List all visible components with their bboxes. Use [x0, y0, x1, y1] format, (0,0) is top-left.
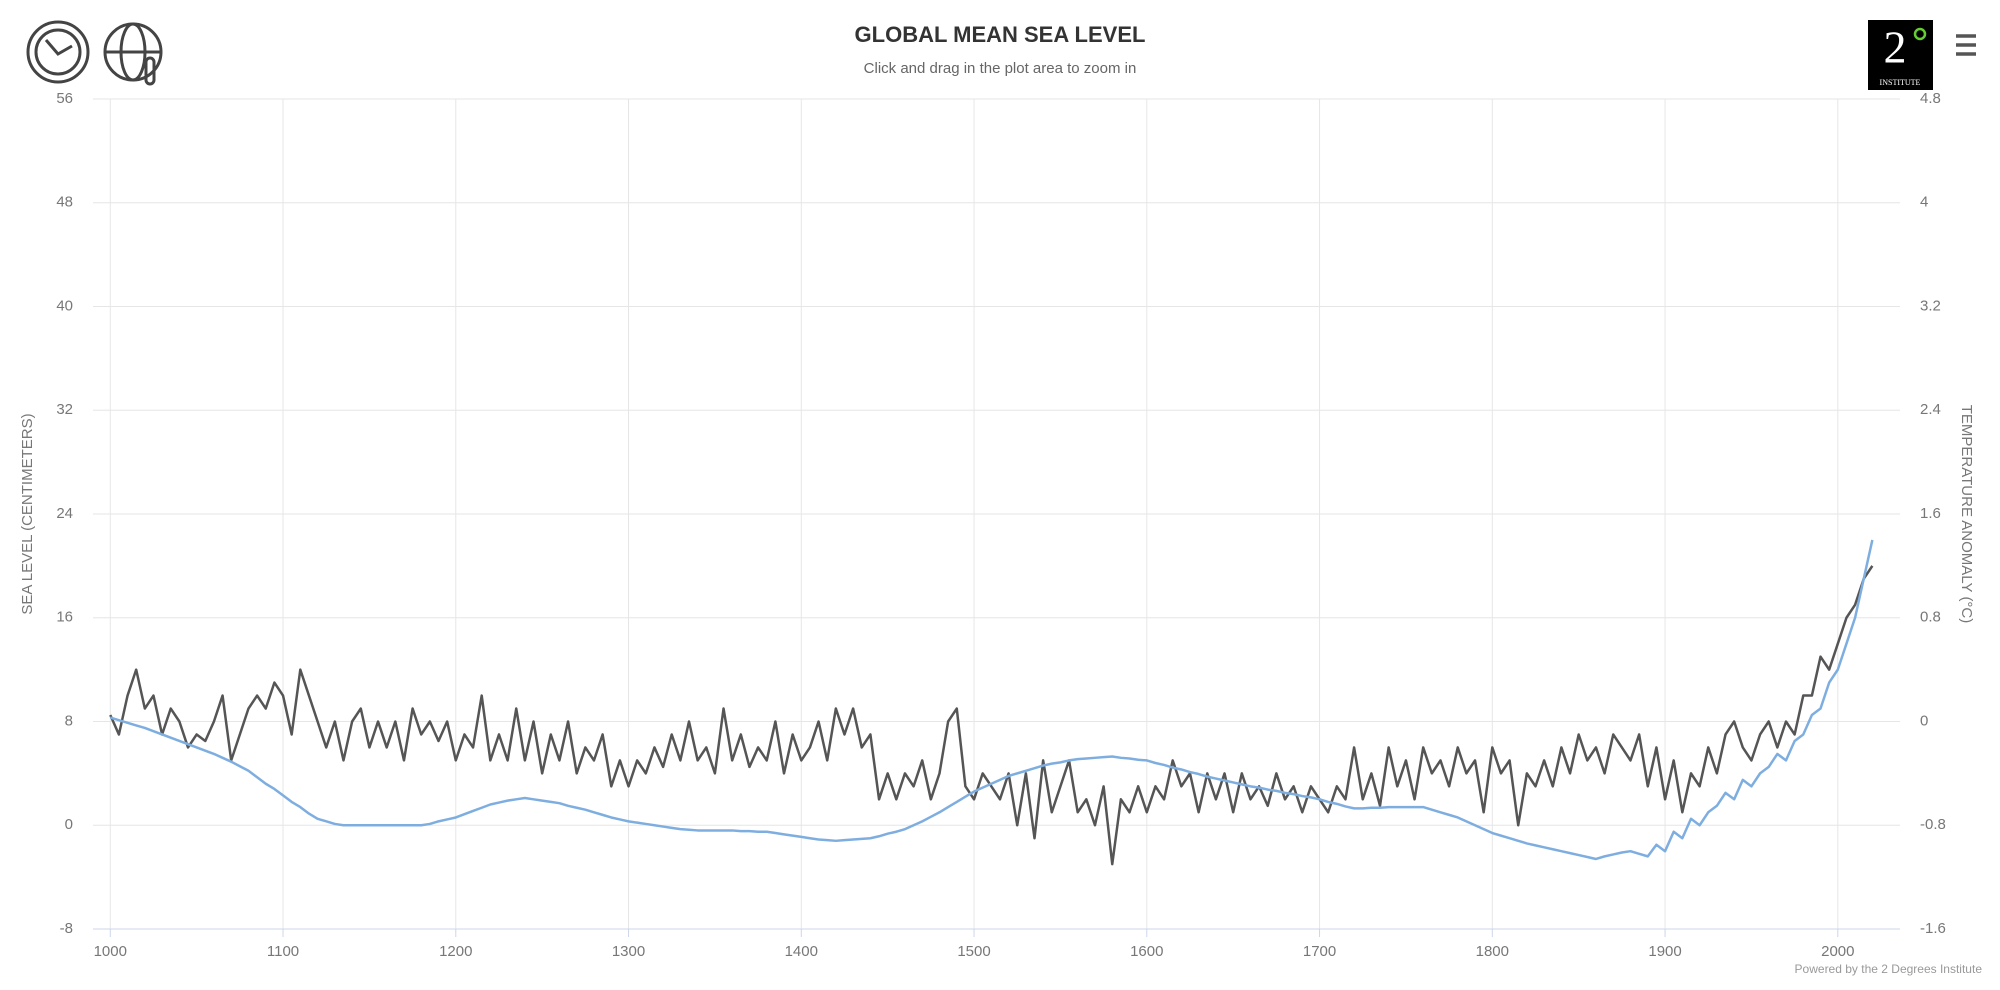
y2-tick-label: 4.8 [1920, 90, 1941, 107]
series-line [109, 565, 1874, 866]
menu-button[interactable] [1956, 34, 1976, 56]
y-tick-label: 40 [56, 297, 73, 314]
y-tick-label: 8 [65, 712, 73, 729]
x-tick-label: 1300 [612, 943, 645, 960]
x-tick-label: 2000 [1821, 943, 1854, 960]
y2-tick-label: 3.2 [1920, 297, 1941, 314]
x-tick-label: 1600 [1130, 943, 1163, 960]
credits: Powered by the 2 Degrees Institute [1795, 962, 1983, 976]
series-line [109, 539, 1874, 861]
logo-text: INSTITUTE [1880, 78, 1921, 87]
x-tick-label: 1400 [785, 943, 818, 960]
y-axis-title: SEA LEVEL (CENTIMETERS) [19, 413, 36, 614]
y-tick-label: 0 [65, 816, 73, 833]
y-tick-label: 16 [56, 609, 73, 626]
y2-axis-title: TEMPERATURE ANOMALY (°C) [1958, 405, 1975, 624]
x-tick-label: 1500 [957, 943, 990, 960]
chart-subtitle: Click and drag in the plot area to zoom … [864, 60, 1137, 77]
y-tick-label: 48 [56, 194, 73, 211]
y2-tick-label: 1.6 [1920, 505, 1941, 522]
logo-numeral: 2 [1884, 22, 1907, 73]
y2-tick-label: 0.8 [1920, 609, 1941, 626]
y-tick-label: 32 [56, 401, 73, 418]
y-tick-label: 56 [56, 90, 73, 107]
y2-tick-label: 0 [1920, 712, 1928, 729]
grid [93, 98, 1900, 930]
y2-tick-label: 2.4 [1920, 401, 1941, 418]
y2-tick-label: -1.6 [1920, 920, 1946, 937]
y2-tick-label: -0.8 [1920, 816, 1946, 833]
chart-title: GLOBAL MEAN SEA LEVEL [855, 22, 1146, 47]
y2-tick-label: 4 [1920, 194, 1928, 211]
axis-labels: -8 0 8 16 24 32 40 48 56 -1.6 -0.8 0 0.8 1.6 2.4 3.2 4 4.… [56, 90, 1946, 960]
y-tick-label: 24 [56, 505, 73, 522]
y-tick-label: -8 [60, 920, 73, 937]
x-tick-label: 1000 [94, 943, 127, 960]
x-tick-label: 1700 [1303, 943, 1336, 960]
globe-icon[interactable] [103, 22, 163, 86]
x-tick-label: 1200 [439, 943, 472, 960]
x-tick-label: 1100 [267, 943, 299, 960]
x-tick-label: 1900 [1648, 943, 1681, 960]
plot-area [109, 539, 1874, 866]
logo[interactable]: 2 INSTITUTE [1868, 20, 1933, 90]
x-tick-label: 1800 [1476, 943, 1509, 960]
history-icon[interactable] [26, 20, 90, 84]
